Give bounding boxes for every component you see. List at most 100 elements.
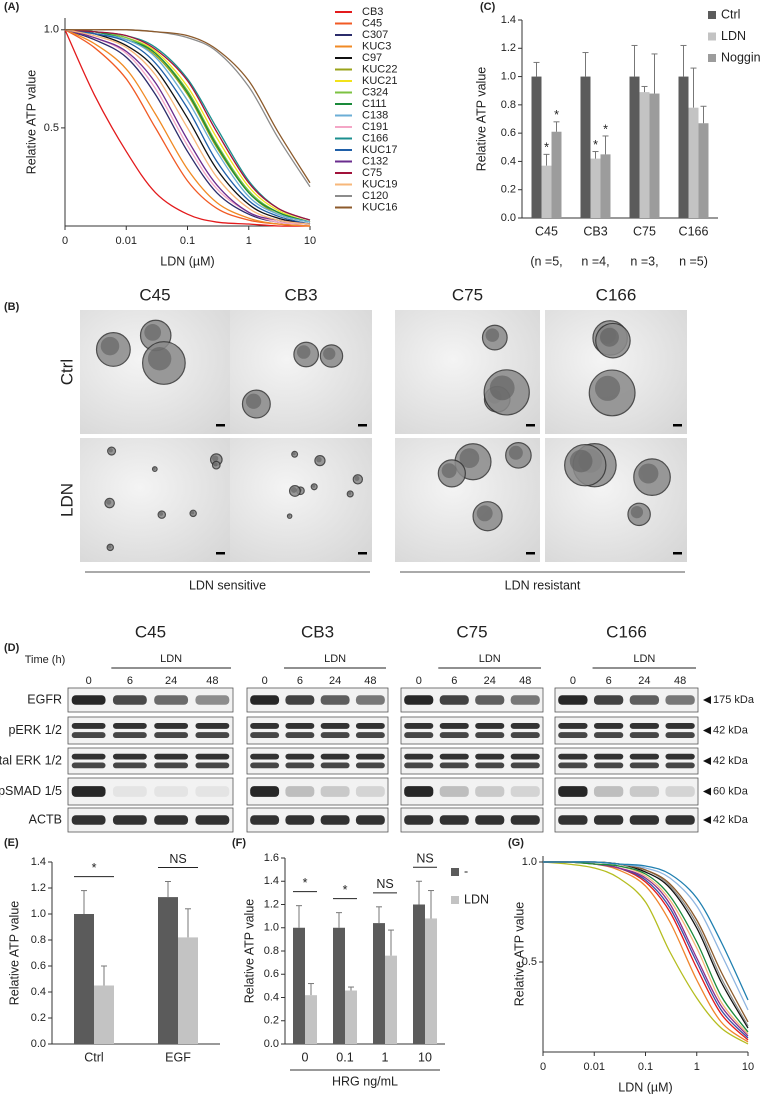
band: [195, 732, 230, 739]
bar: [541, 165, 552, 218]
band: [250, 815, 280, 825]
curve: [65, 28, 311, 184]
organoid-core: [153, 467, 156, 470]
arrow: [703, 757, 711, 765]
band: [593, 732, 624, 739]
band: [154, 762, 189, 769]
blot-title: C75: [456, 622, 487, 641]
bar: [345, 990, 357, 1044]
treatment-label: LDN: [479, 653, 501, 665]
comparison-label: NS: [169, 852, 186, 866]
organoid-core: [441, 463, 457, 479]
time-point: 0: [416, 675, 422, 687]
band: [250, 722, 280, 729]
y-axis-label: Relative ATP value: [474, 67, 488, 172]
time-label: Time (h): [25, 654, 66, 666]
band: [404, 815, 434, 825]
legend-label: Ctrl: [721, 7, 740, 21]
blot-title: CB3: [301, 622, 334, 641]
legend-label: C138: [362, 109, 388, 121]
time-point: 48: [674, 675, 686, 687]
y-tick-label: 1.4: [501, 14, 516, 26]
band: [665, 722, 695, 729]
organoid-core: [594, 375, 621, 401]
panel-label: (F): [232, 837, 246, 849]
group-label: LDN sensitive: [189, 578, 266, 592]
organoid-core: [290, 486, 297, 493]
bar: [178, 937, 198, 1044]
band: [439, 815, 469, 825]
band: [439, 732, 469, 739]
organoid-core: [106, 499, 112, 505]
band: [285, 722, 315, 729]
y-tick-label: 0.6: [264, 968, 279, 980]
band: [154, 786, 189, 797]
legend-swatch: [708, 32, 716, 41]
x-tick-label: 0.1: [638, 1061, 653, 1073]
legend-label: KUC19: [362, 178, 397, 190]
band: [320, 786, 350, 797]
size-label: 42 kDa: [713, 755, 749, 767]
curve: [64, 29, 311, 223]
scale-bar: [673, 552, 682, 555]
blot: [246, 716, 389, 745]
bar: [74, 914, 94, 1044]
band: [475, 753, 505, 760]
x-tick-label: 1: [246, 235, 252, 247]
band: [629, 786, 660, 797]
micrograph: [80, 438, 230, 562]
x-tick-label: C75: [633, 224, 656, 238]
band: [404, 695, 434, 705]
band: [558, 762, 588, 769]
scale-bar: [673, 424, 682, 427]
legend-swatch: [451, 868, 459, 876]
band: [665, 695, 695, 705]
x-tick-label: 0.01: [584, 1061, 605, 1073]
bar: [649, 93, 660, 218]
time-point: 48: [206, 675, 218, 687]
scale-bar: [216, 424, 225, 427]
curve: [64, 29, 311, 223]
bar: [413, 904, 425, 1044]
legend-label: C120: [362, 190, 388, 202]
band: [510, 722, 540, 729]
bar: [333, 927, 345, 1044]
category-note: (n =5,: [530, 254, 562, 268]
blot-row-label: pSMAD 1/5: [0, 784, 62, 798]
category-note: n =4,: [581, 254, 609, 268]
band: [475, 786, 505, 797]
x-tick-label: 10: [304, 235, 316, 247]
y-tick-label: 0.2: [264, 1015, 279, 1027]
legend-label: CB3: [362, 6, 383, 18]
x-axis-label: LDN (µM): [160, 254, 214, 268]
organoid-core: [476, 505, 493, 522]
panel-label: (E): [4, 837, 19, 849]
band: [593, 762, 624, 769]
x-tick-label: CB3: [583, 224, 607, 238]
column-title: C45: [139, 285, 170, 304]
band: [355, 695, 385, 705]
band: [475, 732, 505, 739]
band: [355, 786, 385, 797]
y-tick-label: 1.2: [264, 898, 279, 910]
band: [154, 753, 189, 760]
band: [593, 722, 624, 729]
panel-label: (C): [480, 1, 496, 13]
legend-label: C132: [362, 155, 388, 167]
blot: [246, 747, 389, 775]
time-point: 0: [570, 675, 576, 687]
organoid-core: [159, 511, 164, 516]
band: [355, 762, 385, 769]
band: [154, 722, 189, 729]
blot: [554, 716, 699, 745]
band: [195, 753, 230, 760]
size-label: 60 kDa: [713, 785, 749, 797]
band: [665, 732, 695, 739]
y-tick-label: 0.4: [501, 155, 516, 167]
comparison-label: *: [303, 876, 308, 890]
organoid-core: [569, 449, 593, 473]
legend-label: KUC17: [362, 144, 397, 156]
significance: *: [603, 122, 608, 136]
band: [154, 732, 189, 739]
legend-label: Noggin: [721, 50, 761, 64]
